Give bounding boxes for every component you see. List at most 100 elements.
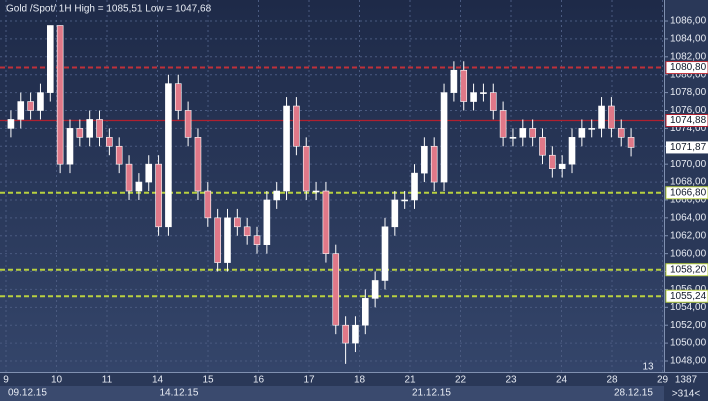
candle-body — [401, 199, 408, 202]
y-tick-label: 1086,00 — [670, 16, 707, 27]
candle-body — [549, 154, 556, 169]
zoom-label[interactable]: >314< — [672, 389, 701, 400]
candle-body — [608, 105, 615, 129]
candle-body — [421, 145, 428, 174]
date-label: 21.12.15 — [412, 388, 451, 399]
candle-body — [46, 25, 54, 93]
x-tick-label: 17 — [303, 375, 315, 386]
y-tick-label: 1078,00 — [670, 87, 707, 98]
day-strip — [0, 372, 664, 386]
count-label: 13 — [642, 362, 654, 373]
date-label: 09.12.15 — [8, 388, 47, 399]
level-tag — [665, 61, 708, 75]
candle-body — [391, 199, 399, 228]
candle-body — [627, 137, 635, 148]
candle-body — [302, 145, 310, 192]
level-label: 1074,88 — [670, 115, 707, 126]
candle-body — [224, 217, 231, 263]
price-label: 1071,87 — [670, 142, 707, 153]
y-tick-label: 1068,00 — [670, 177, 707, 188]
candle-body — [125, 163, 133, 192]
level-tag — [665, 186, 708, 200]
candle-body — [27, 101, 34, 111]
candle-body — [86, 119, 93, 138]
level-label: 1055,24 — [670, 291, 707, 302]
candle-body — [588, 128, 596, 130]
candle-body — [342, 324, 349, 344]
candle-body — [519, 128, 527, 138]
y-tick-label: 1052,00 — [670, 320, 707, 331]
bars-label: 1387 — [675, 375, 698, 386]
x-tick-label: 11 — [102, 375, 113, 386]
level-tag — [665, 289, 708, 303]
y-tick-label: 1064,00 — [670, 212, 707, 223]
candle-body — [283, 105, 290, 192]
candle-body — [135, 181, 143, 192]
candle-body — [411, 172, 418, 201]
y-tick-label: 1074,00 — [670, 123, 707, 134]
x-tick-label: 29 — [657, 375, 669, 386]
y-tick-label: 1076,00 — [670, 105, 707, 116]
candle-body — [7, 119, 15, 129]
chart-title: Gold /Spot/ 1H High = 1085,51 Low = 1047… — [6, 4, 212, 15]
candle-body — [56, 25, 64, 165]
candle-body — [371, 280, 379, 299]
x-tick-label: 9 — [3, 375, 9, 386]
date-label: 28.12.15 — [614, 388, 653, 399]
candle-body — [165, 83, 172, 228]
candle-body — [352, 324, 359, 344]
candle-body — [66, 128, 74, 165]
candle-body — [155, 163, 162, 228]
y-tick-label: 1056,00 — [670, 284, 707, 295]
candle-body — [312, 190, 320, 193]
candle-body — [558, 163, 566, 169]
candle-body — [214, 217, 221, 263]
y-tick-label: 1066,00 — [670, 195, 707, 206]
candle-body — [568, 137, 576, 165]
y-tick-label: 1070,00 — [670, 159, 707, 170]
candle-body — [243, 226, 251, 237]
y-tick-label: 1054,00 — [670, 302, 707, 313]
candle-body — [106, 137, 113, 147]
candle-body — [529, 128, 536, 138]
candle-body — [273, 190, 281, 201]
candle-body — [470, 92, 477, 102]
level-tag — [665, 263, 708, 277]
candle-body — [450, 69, 458, 93]
date-strip — [0, 386, 664, 401]
candle-body — [184, 110, 192, 138]
candle-body — [381, 226, 389, 281]
x-tick-label: 15 — [202, 375, 214, 386]
candle-body — [332, 253, 340, 326]
y-tick-label: 1082,00 — [670, 51, 707, 62]
candle-body — [440, 92, 448, 183]
y-tick-label: 1080,00 — [670, 69, 707, 80]
x-tick-label: 16 — [253, 375, 265, 386]
level-tag — [665, 114, 708, 128]
x-tick-label: 14 — [152, 375, 164, 386]
candle-body — [361, 298, 369, 326]
candle-body — [499, 110, 507, 138]
candle-body — [204, 190, 212, 219]
candle-body — [253, 235, 261, 245]
x-tick-label: 10 — [51, 375, 63, 386]
y-tick-label: 1062,00 — [670, 230, 707, 241]
x-tick-label: 18 — [354, 375, 366, 386]
x-tick-label: 23 — [505, 375, 517, 386]
candle-body — [293, 105, 300, 147]
x-tick-label: 22 — [455, 375, 467, 386]
y-tick-label: 1060,00 — [670, 248, 707, 259]
candle-body — [76, 128, 84, 138]
date-label: 14.12.15 — [160, 388, 199, 399]
corner — [664, 372, 708, 401]
x-tick-label: 24 — [556, 375, 568, 386]
candle-body — [17, 101, 25, 120]
candle-body — [174, 83, 182, 111]
y-tick-label: 1050,00 — [670, 338, 707, 349]
price-tag — [666, 141, 708, 154]
candle-body — [96, 119, 103, 138]
candle-body — [322, 190, 330, 254]
candle-body — [194, 137, 202, 192]
candle-body — [430, 145, 438, 183]
